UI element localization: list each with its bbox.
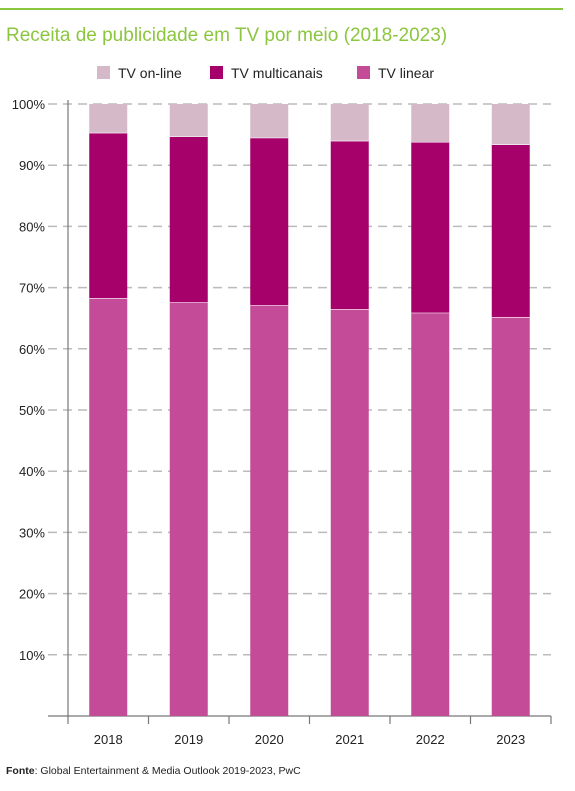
chart-title: Receita de publicidade em TV por meio (2… [6,25,448,46]
legend-label-tv-linear: TV linear [378,65,434,81]
ytick-label-50: 50% [19,403,45,418]
bar-2019-tv-on-line [169,104,208,137]
bar-2018-tv-linear [89,298,128,716]
bar-2020-tv-linear [250,305,289,716]
bar-2018-tv-multicanais [89,132,128,299]
ytick-label-30: 30% [19,525,45,540]
bar-2019-tv-multicanais [169,136,208,303]
xtick-label-2018: 2018 [94,732,123,747]
bar-2022-tv-multicanais [411,141,450,313]
bar-2023-tv-multicanais [491,144,530,317]
ytick-label-100: 100% [12,97,46,112]
legend-label-tv-multicanais: TV multicanais [231,65,323,81]
legend-label-tv-on-line: TV on-line [118,65,182,81]
top-rule [0,8,563,10]
bar-2022-tv-linear [411,312,450,716]
xtick-label-2023: 2023 [496,732,525,747]
bar-2020-tv-on-line [250,104,289,138]
source-note: Fonte: Global Entertainment & Media Outl… [6,765,301,777]
bar-2023-tv-linear [491,316,530,716]
xtick-label-2022: 2022 [416,732,445,747]
ytick-label-70: 70% [19,281,45,296]
ytick-label-20: 20% [19,587,45,602]
ytick-label-40: 40% [19,464,45,479]
legend-swatch-tv-on-line [97,66,110,79]
bar-2021-tv-multicanais [330,140,369,310]
legend-swatch-tv-linear [357,66,370,79]
legend-swatch-tv-multicanais [210,66,223,79]
xtick-label-2020: 2020 [255,732,284,747]
xtick-label-2019: 2019 [174,732,203,747]
ytick-label-60: 60% [19,342,45,357]
source-text: : Global Entertainment & Media Outlook 2… [34,765,301,777]
bar-2020-tv-multicanais [250,137,289,306]
source-label: Fonte [6,765,35,777]
bar-2023-tv-on-line [491,104,530,145]
bar-2022-tv-on-line [411,104,450,142]
ytick-label-80: 80% [19,219,45,234]
bar-2021-tv-linear [330,309,369,716]
xtick-label-2021: 2021 [335,732,364,747]
ytick-label-10: 10% [19,648,45,663]
bar-2019-tv-linear [169,302,208,716]
bar-2018-tv-on-line [89,104,128,133]
ytick-label-90: 90% [19,158,45,173]
bar-2021-tv-on-line [330,104,369,141]
